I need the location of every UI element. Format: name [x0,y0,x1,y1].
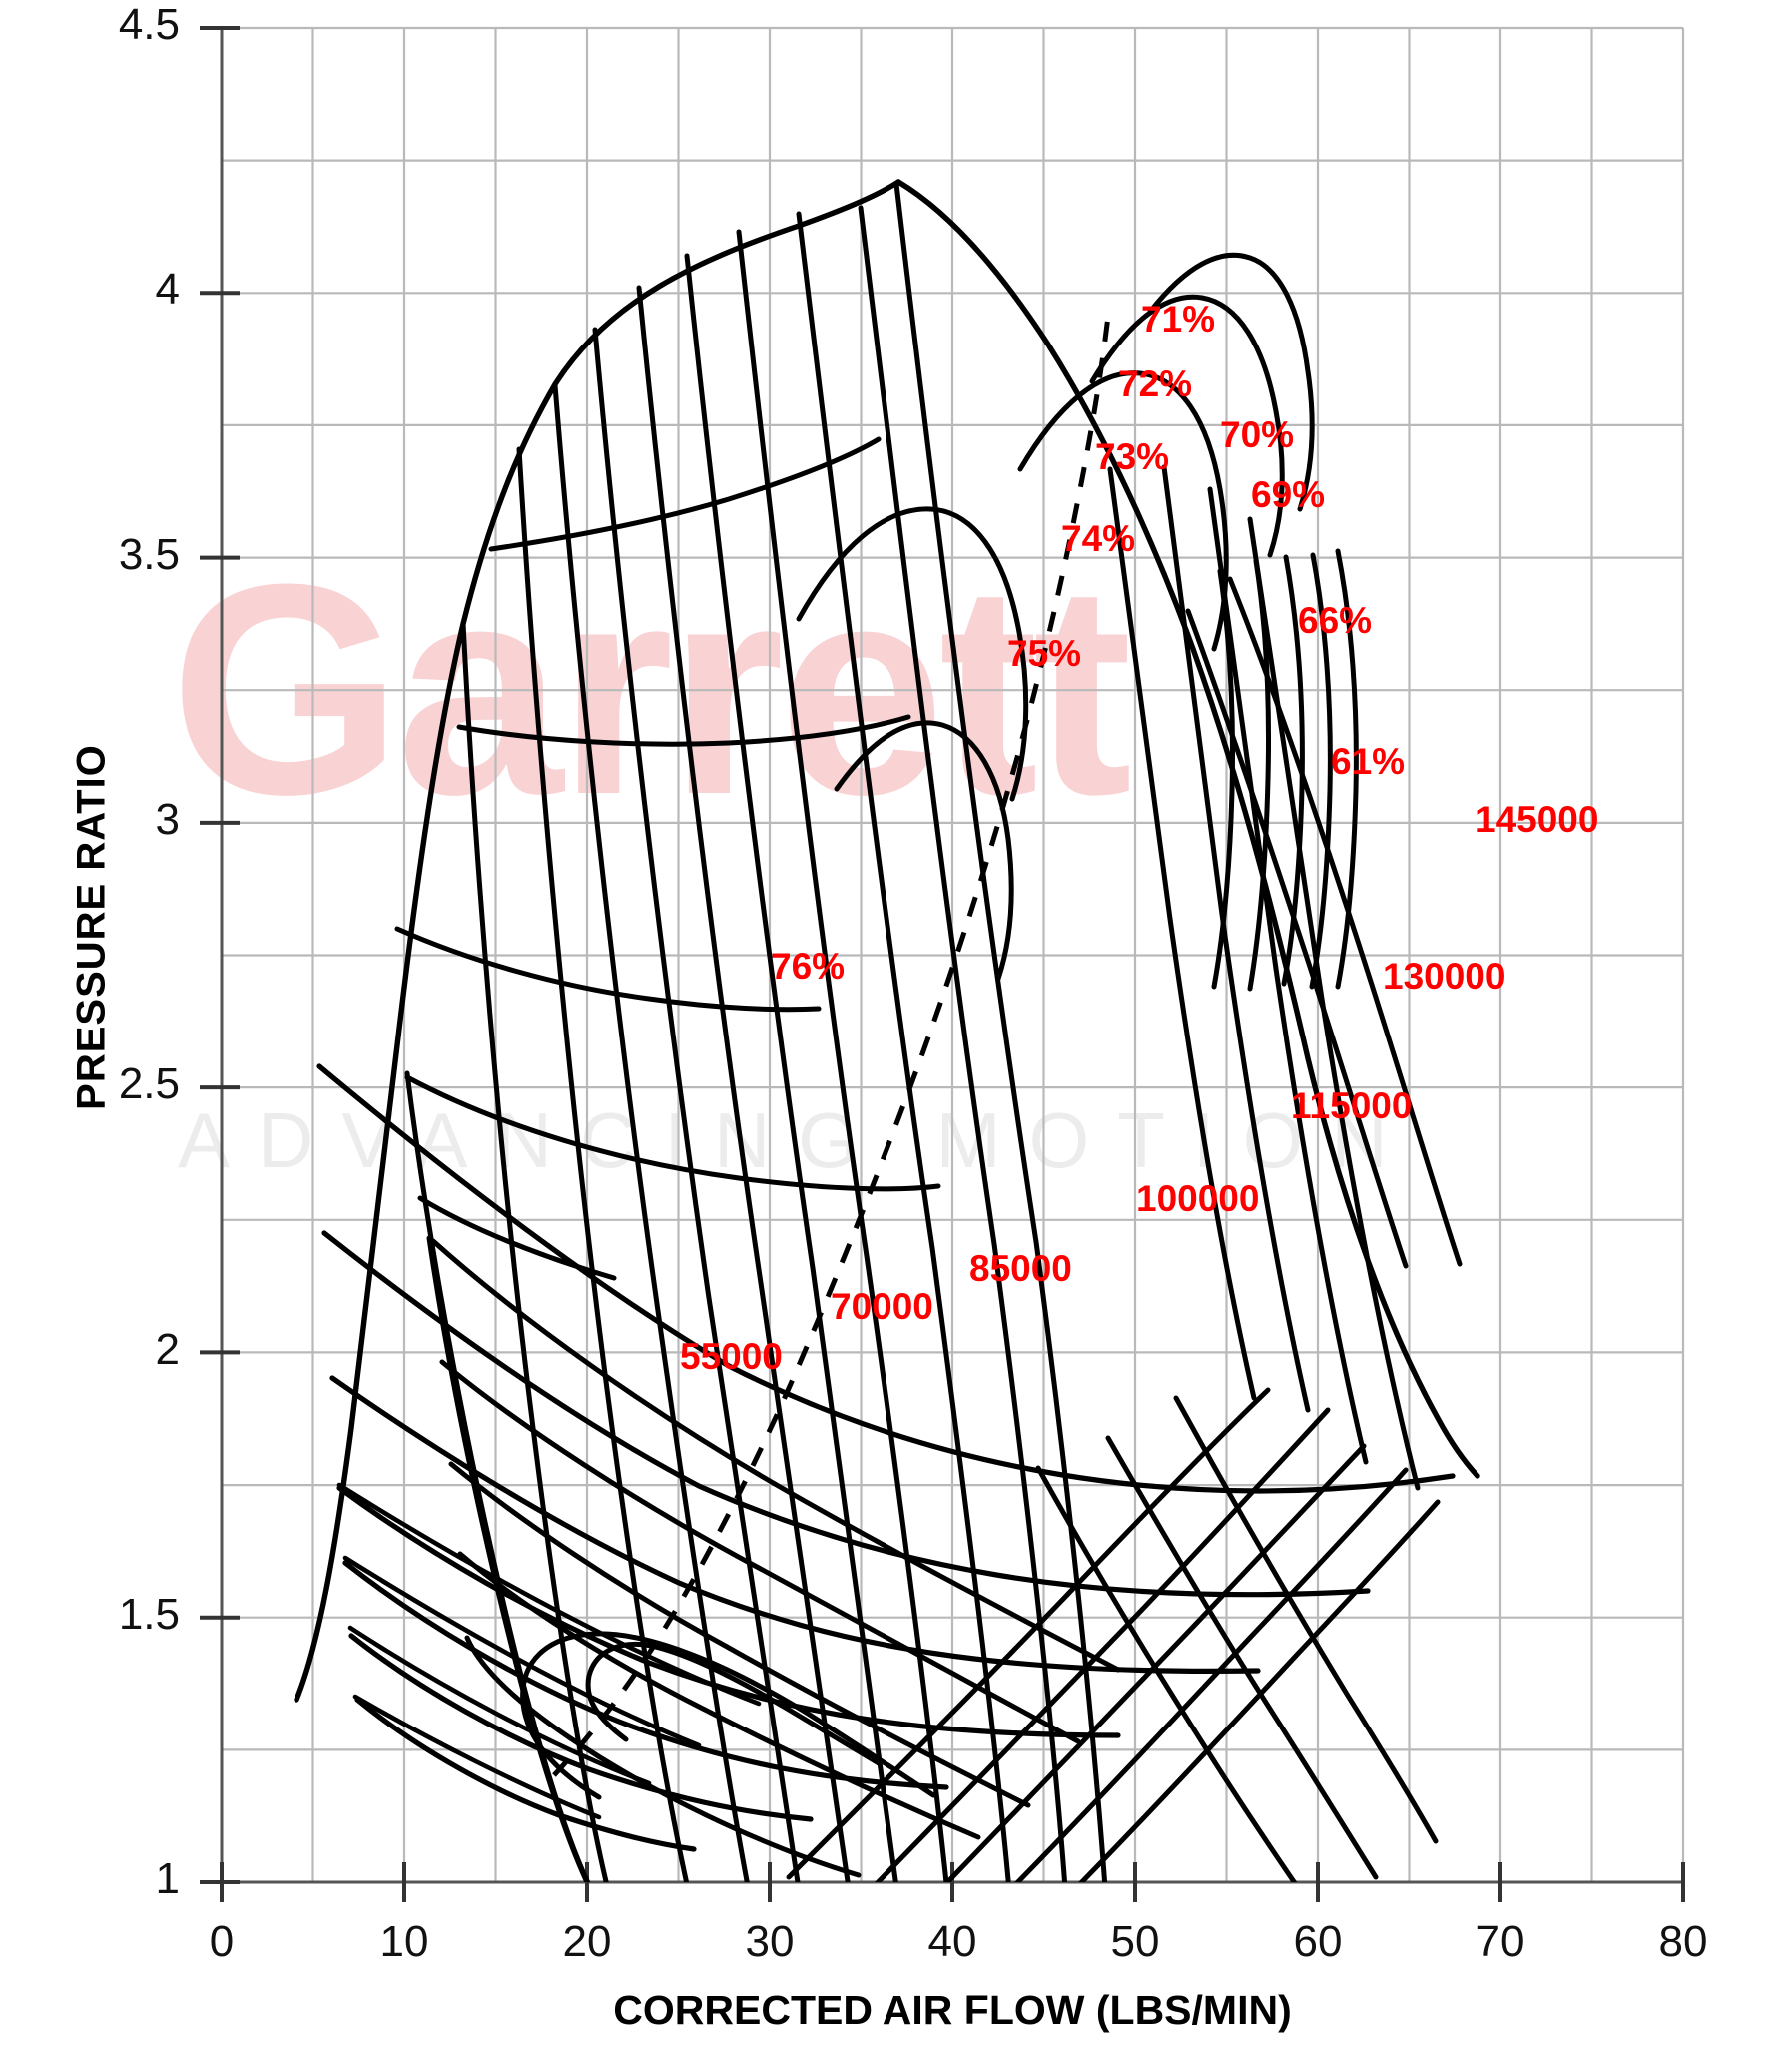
speed-label-100000: 100000 [1136,1178,1260,1219]
x-axis-title: CORRECTED AIR FLOW (LBS/MIN) [613,1987,1292,2033]
x-tick-40: 40 [927,1917,977,1966]
efficiency-dome-75 [417,1195,617,1281]
efficiency-island-74 [464,1635,862,1878]
efficiency-label-71: 71% [1141,299,1216,340]
efficiency-dome-74 [394,926,822,1013]
fan-line-12 [893,181,1108,1882]
efficiency-arch-73 [796,506,1029,802]
efficiency-arch-71 [1089,294,1285,558]
x-tick-50: 50 [1110,1917,1160,1966]
speed-line-70000 [348,1633,814,1822]
efficiency-label-72: 72% [1118,363,1193,404]
y-tick-1: 1 [155,1854,180,1903]
efficiency-island-75 [520,1631,936,1800]
efficiency-dome-76 [404,1074,941,1192]
speed-label-130000: 130000 [1383,956,1506,997]
efficiency-island-72 [448,1461,1031,1808]
fan-line-5 [552,382,750,1882]
speed-arc-4 [336,1482,762,1707]
speed-arc-1 [352,1694,602,1820]
efficiency-island-76 [585,1642,882,1766]
choke-line-j [1035,1465,1298,1882]
efficiency-arch-74 [834,720,1014,982]
fan-line-9 [736,229,949,1882]
choke-line-k [1105,1435,1379,1880]
speed-label-70000: 70000 [831,1286,933,1327]
choke-line-f [874,1407,1331,1882]
x-tick-10: 10 [379,1917,429,1966]
peak-efficiency-trace [552,315,1111,1777]
speed-line-145000 [316,1063,1456,1494]
surge-boundary [294,179,901,1703]
efficiency-label-66: 66% [1298,600,1373,641]
y-tick-3-5: 3.5 [118,530,180,579]
efficiency-contour-b [430,1238,1121,1673]
efficiency-island-73 [457,1551,981,1840]
efficiency-contour-67 [1309,552,1333,990]
fan-line-10 [796,211,1011,1882]
x-tick-70: 70 [1476,1917,1525,1966]
efficiency-arch-72 [1017,370,1229,652]
fan-line-2 [426,1235,590,1882]
choke-line [895,179,1480,1479]
choke-line-a [1107,466,1257,1401]
efficiency-contour-a [439,1359,1081,1744]
choke-line-d [1247,516,1421,1491]
fan-line-7 [636,285,851,1882]
x-tick-60: 60 [1293,1917,1343,1966]
efficiency-label-70: 70% [1220,414,1295,455]
choke-line-i [1078,1499,1441,1882]
fan-line-4 [516,446,690,1882]
y-tick-4: 4 [155,265,180,314]
efficiency-label-73: 73% [1095,436,1170,477]
speed-line-55000 [354,1697,697,1852]
peak-efficiency-dashed-line [552,315,1111,1777]
constant-speed-fan [404,181,1108,1882]
choke-line-g [943,1443,1367,1882]
speed-label-145000: 145000 [1476,799,1599,840]
choke-line-l [1173,1395,1439,1844]
speed-label-85000: 85000 [969,1248,1072,1289]
choke-line-c [1207,486,1369,1465]
fan-line-6 [592,327,801,1882]
efficiency-label-75: 75% [1007,633,1082,674]
x-tick-80: 80 [1658,1917,1708,1966]
y-tick-2-5: 2.5 [118,1059,180,1108]
efficiency-arch-70 [1147,252,1315,512]
x-tick-30: 30 [745,1917,795,1966]
efficiency-label-61: 61% [1331,741,1406,782]
choke-line-e [786,1387,1271,1880]
speed-arc-2 [347,1625,652,1786]
efficiency-label-74: 74% [1061,518,1136,559]
efficiency-contour-61 [1185,608,1409,1269]
surge-line [294,179,901,1703]
efficiency-label-76: 76% [771,946,846,987]
y-tick-4-5: 4.5 [118,0,180,49]
efficiency-contour-68 [1281,554,1305,987]
choke-boundary [895,179,1480,1479]
efficiency-contour-66 [1335,548,1359,990]
fan-line-8 [684,253,899,1882]
y-tick-3: 3 [155,795,180,844]
x-tick-0: 0 [209,1917,235,1966]
speed-line-100000 [336,1485,1121,1738]
y-tick-1-5: 1.5 [118,1590,180,1639]
x-tick-20: 20 [562,1917,612,1966]
efficiency-dome-72 [488,436,882,552]
speed-label-55000: 55000 [680,1336,783,1377]
efficiency-contour-60 [1227,576,1463,1267]
fan-line-3 [460,620,609,1882]
speed-label-115000: 115000 [1291,1085,1413,1126]
y-tick-2: 2 [155,1325,180,1374]
choke-side-lines [786,464,1441,1882]
choke-line-b [1161,464,1311,1413]
efficiency-label-69: 69% [1251,474,1326,515]
